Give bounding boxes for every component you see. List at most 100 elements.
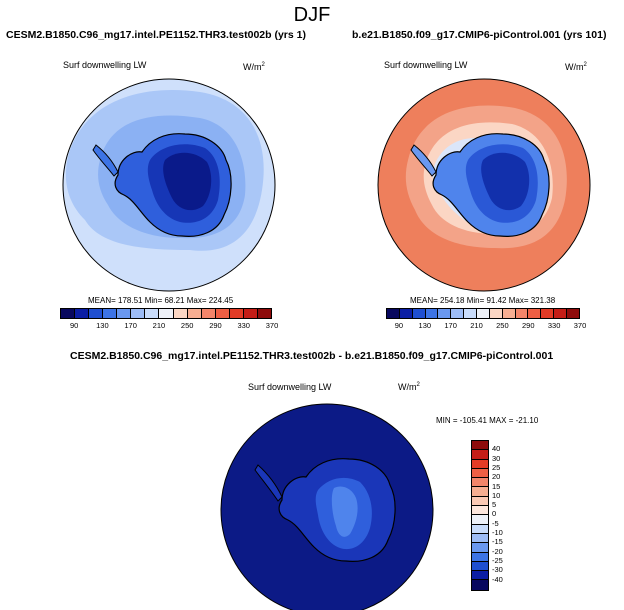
- left-colorbar-swatch: [159, 309, 174, 318]
- diff-colorbar-tick: -40: [492, 574, 503, 584]
- left-panel-title: CESM2.B1850.C96_mg17.intel.PE1152.THR3.t…: [6, 29, 306, 41]
- left-colorbar-swatch: [215, 309, 230, 318]
- diff-variable-label: Surf downwelling LW: [248, 382, 332, 392]
- right-colorbar-swatch: [425, 309, 439, 318]
- right-colorbar-ticks: 90 130 170 210 250 290 330 370: [386, 321, 587, 333]
- right-colorbar-swatch: [541, 309, 555, 318]
- diff-colorbar-swatch: [472, 441, 488, 451]
- diff-colorbar-swatch: [472, 487, 488, 497]
- diff-colorbar-swatch: [472, 496, 488, 507]
- left-colorbar-swatch: [117, 309, 132, 318]
- diff-units-label: W/m2: [398, 382, 420, 392]
- left-colorbar-swatch: [187, 309, 202, 318]
- left-colorbar-swatch: [145, 309, 160, 318]
- diff-peninsula: [254, 464, 283, 502]
- right-colorbar-tick: 370: [573, 321, 587, 330]
- right-colorbar-swatch: [464, 309, 478, 318]
- diff-interior-2: [331, 486, 358, 537]
- left-colorbar-swatch: [131, 309, 146, 318]
- diff-colorbar-tick: 25: [492, 462, 501, 472]
- diff-colorbar-tick: -15: [492, 537, 503, 547]
- diff-colorbar-tick: 0: [492, 509, 497, 519]
- diff-colorbar-tick: -10: [492, 528, 503, 537]
- diff-colorbar-swatch: [472, 552, 488, 562]
- right-colorbar-swatch: [399, 309, 413, 318]
- right-peninsula: [410, 144, 437, 177]
- right-colorbar-swatch: [567, 309, 579, 318]
- left-colorbar-tick: 130: [96, 321, 109, 330]
- diff-colorbar-swatch: [472, 468, 488, 479]
- diff-colorbar-swatch: [472, 478, 488, 488]
- diff-colorbar-tick: -5: [492, 518, 499, 528]
- diff-colorbar-swatch: [472, 543, 488, 553]
- diff-colorbar-swatch: [472, 561, 488, 572]
- right-colorbar-tick: 250: [496, 321, 509, 330]
- diff-colorbar-swatch: [472, 515, 488, 525]
- right-panel-title: b.e21.B1850.f09_g17.CMIP6-piControl.001 …: [352, 29, 607, 41]
- diff-colorbar-swatch: [472, 459, 488, 469]
- left-colorbar-tick: 330: [237, 321, 250, 330]
- right-colorbar-swatch: [515, 309, 529, 318]
- right-units-label: W/m2: [565, 62, 587, 72]
- diff-colorbar-tick: -20: [492, 546, 503, 556]
- diff-colorbar-tick: 15: [492, 481, 501, 491]
- left-colorbar-tick: 290: [209, 321, 222, 330]
- right-colorbar-tick: 210: [470, 321, 483, 330]
- right-stats: MEAN= 254.18 Min= 91.42 Max= 321.38: [410, 296, 556, 305]
- diff-colorbar-swatch: [472, 450, 488, 460]
- diff-colorbar-tick: 20: [492, 472, 501, 482]
- right-colorbar-swatch: [554, 309, 568, 318]
- diff-colorbar-swatch: [472, 580, 488, 590]
- left-colorbar-swatch: [257, 309, 271, 318]
- right-colorbar-swatch: [502, 309, 516, 318]
- right-colorbar-swatch: [489, 309, 503, 318]
- right-colorbar-tick: 130: [418, 321, 432, 330]
- right-colorbar-swatch: [387, 309, 400, 318]
- right-colorbar-swatch: [528, 309, 542, 318]
- page-title: DJF: [293, 4, 331, 26]
- diff-colorbar-swatch: [472, 524, 488, 534]
- right-colorbar-tick: 290: [522, 321, 535, 330]
- right-colorbar: [386, 308, 580, 319]
- left-variable-label: Surf downwelling LW: [63, 60, 147, 70]
- right-colorbar-swatch: [477, 309, 490, 318]
- left-colorbar-swatch: [201, 309, 216, 318]
- right-colorbar-swatch: [451, 309, 465, 318]
- diff-colorbar-swatch: [472, 533, 488, 544]
- left-units-label: W/m2: [243, 62, 265, 72]
- diff-colorbar-tick: -30: [492, 565, 503, 575]
- diff-colorbar-tick: -25: [492, 555, 503, 565]
- right-colorbar-tick: 90: [394, 321, 404, 330]
- left-colorbar-swatch: [89, 309, 104, 318]
- right-colorbar-swatch: [438, 309, 452, 318]
- diff-stats: MIN = -105.41 MAX = -21.10: [436, 416, 539, 425]
- right-interior-2: [481, 152, 530, 211]
- left-colorbar-swatch: [229, 309, 244, 318]
- left-colorbar-swatch: [61, 309, 76, 318]
- diff-colorbar: [471, 440, 489, 591]
- left-colorbar-tick: 170: [124, 321, 137, 330]
- left-colorbar-tick: 250: [180, 321, 194, 330]
- left-colorbar-swatch: [75, 309, 90, 318]
- right-colorbar-swatch: [412, 309, 426, 318]
- diff-colorbar-tick: 30: [492, 453, 501, 463]
- right-colorbar-tick: 330: [547, 321, 561, 330]
- diff-colorbar-tick: 40: [492, 444, 501, 454]
- diff-panel-title: CESM2.B1850.C96_mg17.intel.PE1152.THR3.t…: [70, 350, 554, 362]
- diff-colorbar-swatch: [472, 506, 488, 516]
- right-variable-label: Surf downwelling LW: [384, 60, 468, 70]
- diff-colorbar-tick: 10: [492, 490, 501, 500]
- left-stats: MEAN= 178.51 Min= 68.21 Max= 224.45: [88, 296, 234, 305]
- left-colorbar-swatch: [173, 309, 188, 318]
- left-colorbar-swatch: [243, 309, 258, 318]
- left-colorbar: [60, 308, 272, 319]
- left-peninsula: [92, 144, 119, 177]
- left-colorbar-ticks: 90 130 170 210 250 290 330 370: [60, 321, 278, 333]
- left-colorbar-tick: 90: [69, 321, 79, 330]
- left-colorbar-swatch: [103, 309, 118, 318]
- diff-colorbar-tick: 5: [492, 500, 497, 510]
- right-colorbar-tick: 170: [444, 321, 457, 330]
